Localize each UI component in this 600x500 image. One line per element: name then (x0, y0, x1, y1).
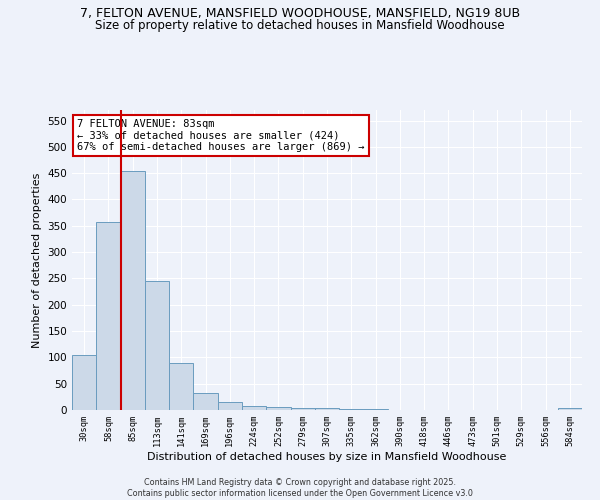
Text: Contains HM Land Registry data © Crown copyright and database right 2025.
Contai: Contains HM Land Registry data © Crown c… (127, 478, 473, 498)
Bar (121, 170, 145, 410)
Bar (169, 362, 193, 410)
Bar (290, 408, 315, 410)
Text: 7 FELTON AVENUE: 83sqm
← 33% of detached houses are smaller (424)
67% of semi-de: 7 FELTON AVENUE: 83sqm ← 33% of detached… (77, 119, 365, 152)
Bar (315, 408, 339, 410)
Bar (72, 354, 96, 410)
X-axis label: Distribution of detached houses by size in Mansfield Woodhouse: Distribution of detached houses by size … (148, 452, 506, 462)
Bar (218, 402, 242, 410)
Y-axis label: Number of detached properties: Number of detached properties (32, 172, 42, 348)
Bar (242, 406, 266, 410)
Bar (558, 408, 582, 410)
Text: Size of property relative to detached houses in Mansfield Woodhouse: Size of property relative to detached ho… (95, 19, 505, 32)
Bar (145, 281, 169, 410)
Text: 7, FELTON AVENUE, MANSFIELD WOODHOUSE, MANSFIELD, NG19 8UB: 7, FELTON AVENUE, MANSFIELD WOODHOUSE, M… (80, 8, 520, 20)
Bar (193, 393, 218, 410)
Bar (96, 222, 121, 410)
Bar (266, 408, 290, 410)
Bar (339, 409, 364, 410)
